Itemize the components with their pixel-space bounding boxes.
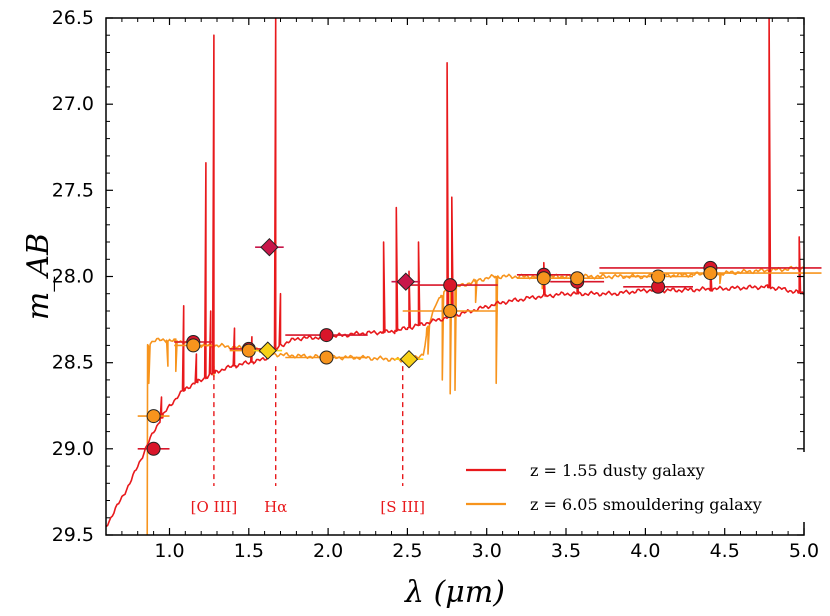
markers-layer (137, 237, 822, 456)
x-tick-label: 1.5 (234, 540, 264, 562)
smouldering-photometry-point (570, 271, 585, 286)
x-tick-label: 4.5 (710, 540, 740, 562)
dusty-photometry-point (319, 328, 334, 343)
dusty-photometry-point (443, 278, 458, 293)
x-tick-label: 3.0 (472, 540, 502, 562)
line-marker-label: [S III] (380, 498, 425, 516)
smouldering-photometry-point (651, 269, 666, 284)
line-marker-label: Hα (264, 498, 287, 516)
x-tick-label: 2.0 (313, 540, 343, 562)
y-tick-label: 29.5 (52, 524, 94, 546)
diamond-point (396, 272, 416, 291)
legend-label-smouldering: z = 6.05 smouldering galaxy (530, 495, 762, 514)
line-annotations: [O III] Hα [S III] (191, 366, 425, 516)
legend: z = 1.55 dusty galaxy z = 6.05 smoulderi… (456, 452, 806, 522)
line-marker-label: [O III] (191, 498, 238, 516)
spectrum-dusty-line (106, 18, 804, 528)
smouldering-photometry-point (536, 271, 551, 286)
smouldering-photometry-point (146, 409, 161, 424)
y-tick-label: 28.0 (52, 266, 94, 288)
y-tick-label: 26.5 (52, 7, 94, 29)
x-tick-label: 3.5 (551, 540, 581, 562)
diamond-point (258, 341, 278, 360)
legend-box (456, 452, 806, 522)
smouldering-photometry-point (443, 304, 458, 318)
x-axis-title: λ (μm) (404, 575, 505, 610)
y-tick-label: 29.0 (52, 438, 94, 460)
smouldering-photometry-point (241, 343, 256, 358)
y-tick-label: 27.5 (52, 179, 94, 201)
x-tick-label: 2.5 (392, 540, 422, 562)
y-tick-label: 28.5 (52, 352, 94, 374)
axes: 1.0 1.5 2.0 2.5 3.0 3.5 4.0 4.5 5.0 26.5 27.0 27.5 2… (21, 7, 819, 610)
x-tick-label: 4.0 (630, 540, 660, 562)
y-tick-label: 27.0 (52, 93, 94, 115)
smouldering-photometry-point (186, 338, 201, 353)
smouldering-photometry-point (703, 266, 718, 281)
diamond-point (399, 349, 419, 369)
smouldering-photometry-point (319, 350, 334, 365)
x-tick-label: 5.0 (789, 540, 819, 562)
y-axis-title: m_AB (21, 233, 56, 320)
diamond-point (260, 237, 279, 257)
x-tick-label: 1.0 (154, 540, 184, 562)
legend-label-dusty: z = 1.55 dusty galaxy (530, 461, 705, 480)
dusty-photometry-point (146, 441, 161, 456)
